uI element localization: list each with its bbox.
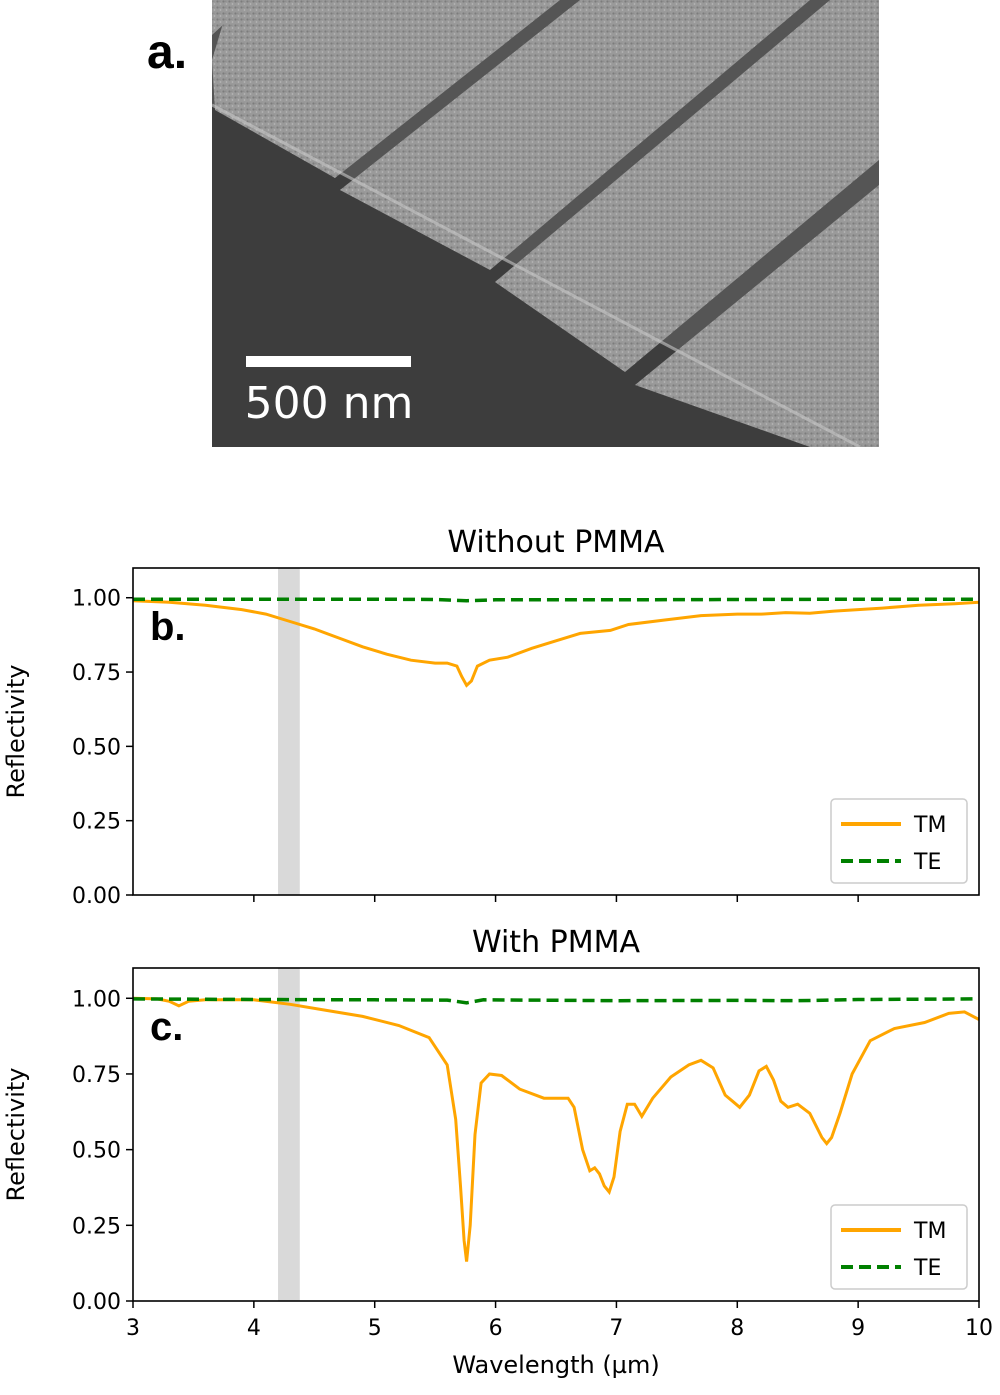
x-tick-label: 5 bbox=[368, 1316, 382, 1341]
legend-label-tm: TM bbox=[913, 1219, 946, 1244]
y-axis-label: Reflectivity bbox=[2, 1067, 30, 1201]
axis-ticks: 0.00 0.25 0.50 0.75 1.00 bbox=[72, 587, 859, 909]
axis-ticks: 0.00 0.25 0.50 0.75 1.00 3 4 5 6 7 8 9 10 bbox=[72, 987, 993, 1341]
scale-bar bbox=[246, 356, 411, 367]
y-tick-label: 0.50 bbox=[72, 1139, 121, 1164]
chart-title: Without PMMA bbox=[447, 525, 665, 560]
chart-with-pmma: 0.000.250.500.751.003 4 5 6 7 8 9 10 With PMMA … bbox=[2, 925, 993, 1379]
plot-frame bbox=[132, 967, 980, 1302]
x-tick-label: 6 bbox=[489, 1316, 503, 1341]
panel-label-a: a. bbox=[147, 26, 187, 79]
chart-without-pmma: 0.00 0.25 0.50 0.75 1.00 Without PMMA Reflec… bbox=[2, 525, 980, 909]
grating-strip-3 bbox=[340, 0, 810, 270]
grating-strip-4 bbox=[495, 0, 879, 372]
series-line-te bbox=[132, 997, 980, 1005]
x-tick-label: 10 bbox=[965, 1316, 993, 1341]
shaded-band bbox=[278, 968, 300, 1301]
y-tick-label: 0.25 bbox=[72, 810, 121, 835]
x-axis-label: Wavelength (µm) bbox=[452, 1351, 659, 1379]
scale-bar-label: 500 nm bbox=[245, 378, 414, 429]
y-tick-label: 0.75 bbox=[72, 661, 121, 686]
series-line-te bbox=[133, 597, 979, 603]
grating-strip-2 bbox=[212, 0, 560, 178]
series-line-tm bbox=[132, 996, 980, 1262]
plot-frame bbox=[132, 567, 980, 896]
chart-title: With PMMA bbox=[472, 925, 641, 960]
y-tick-label: 0.75 bbox=[72, 1063, 121, 1088]
y-tick-label: 0.00 bbox=[72, 884, 121, 909]
legend-box bbox=[830, 798, 968, 884]
series-line-tm bbox=[132, 599, 980, 688]
y-tick-label: 1.00 bbox=[72, 587, 121, 612]
y-tick-label: 1.00 bbox=[72, 987, 121, 1012]
legend-box bbox=[830, 1204, 968, 1290]
legend-label-tm: TM bbox=[913, 813, 946, 838]
x-tick-label: 4 bbox=[247, 1316, 261, 1341]
x-tick-label: 7 bbox=[609, 1316, 623, 1341]
grating-strip-5 bbox=[635, 185, 879, 447]
x-tick-label: 9 bbox=[851, 1316, 865, 1341]
shaded-band bbox=[278, 568, 300, 895]
legend-label-te: TE bbox=[913, 1256, 941, 1281]
y-axis-label: Reflectivity bbox=[2, 664, 30, 798]
legend: TM TE bbox=[830, 798, 968, 884]
y-tick-label: 0.25 bbox=[72, 1214, 121, 1239]
sem-micrograph bbox=[212, 0, 879, 447]
legend: TM TE bbox=[830, 1204, 968, 1290]
legend-label-te: TE bbox=[913, 850, 941, 875]
panel-label-b: b. bbox=[150, 605, 186, 649]
x-tick-label: 8 bbox=[730, 1316, 744, 1341]
y-tick-label: 0.00 bbox=[72, 1290, 121, 1315]
x-tick-label: 3 bbox=[126, 1316, 140, 1341]
y-tick-label: 0.50 bbox=[72, 735, 121, 760]
panel-label-c: c. bbox=[150, 1005, 183, 1049]
